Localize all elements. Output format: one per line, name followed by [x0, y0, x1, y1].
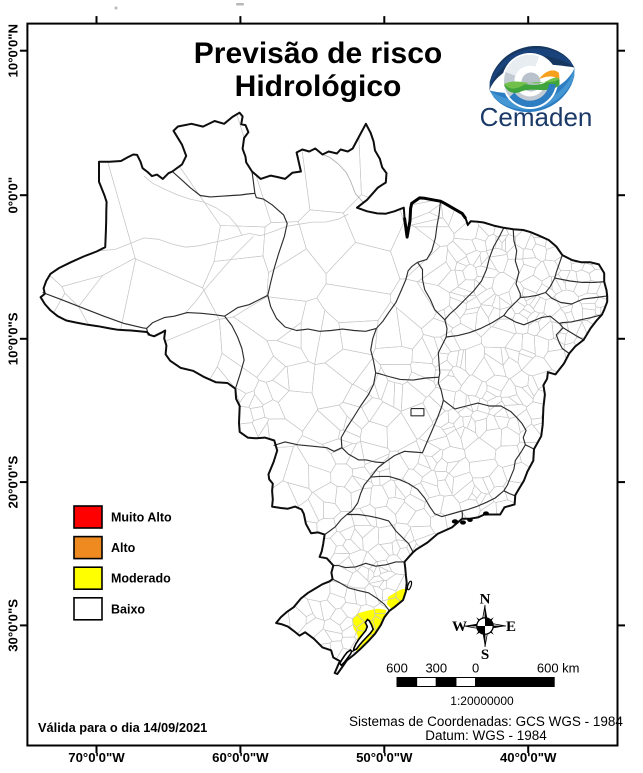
svg-text:300: 300	[425, 661, 447, 676]
svg-text:70°0'0"W: 70°0'0"W	[68, 750, 125, 765]
svg-text:Sistemas de Coordenadas: GCS W: Sistemas de Coordenadas: GCS WGS - 1984	[349, 714, 623, 729]
svg-text:1:20000000: 1:20000000	[450, 694, 514, 708]
svg-text:Previsão de risco: Previsão de risco	[194, 37, 442, 70]
svg-text:40°0'0"W: 40°0'0"W	[500, 750, 557, 765]
svg-text:N: N	[480, 592, 491, 608]
svg-text:Datum: WGS - 1984: Datum: WGS - 1984	[425, 728, 547, 743]
svg-text:E: E	[506, 619, 516, 635]
svg-text:Hidrológico: Hidrológico	[235, 70, 402, 103]
svg-text:10°0'0"N: 10°0'0"N	[6, 24, 21, 78]
svg-text:Cemaden: Cemaden	[480, 102, 593, 132]
svg-text:0°0'0": 0°0'0"	[6, 177, 21, 214]
svg-text:Alto: Alto	[111, 541, 136, 555]
svg-text:Muito Alto: Muito Alto	[111, 511, 172, 525]
svg-text:Baixo: Baixo	[111, 602, 145, 616]
svg-text:60°0'0"W: 60°0'0"W	[212, 750, 269, 765]
svg-text:Válida para o dia 14/09/2021: Válida para o dia 14/09/2021	[38, 720, 207, 735]
svg-text:600: 600	[386, 661, 408, 676]
svg-text:20°0'0"S: 20°0'0"S	[6, 455, 21, 508]
svg-text:0: 0	[472, 661, 479, 676]
svg-text:600 km: 600 km	[537, 661, 580, 676]
svg-text:30°0'0"S: 30°0'0"S	[6, 599, 21, 652]
svg-text:S: S	[481, 647, 489, 663]
svg-text:50°0'0"W: 50°0'0"W	[356, 750, 413, 765]
svg-text:Moderado: Moderado	[111, 572, 171, 586]
svg-text:10°0'0"S: 10°0'0"S	[6, 312, 21, 365]
svg-text:W: W	[452, 619, 467, 635]
